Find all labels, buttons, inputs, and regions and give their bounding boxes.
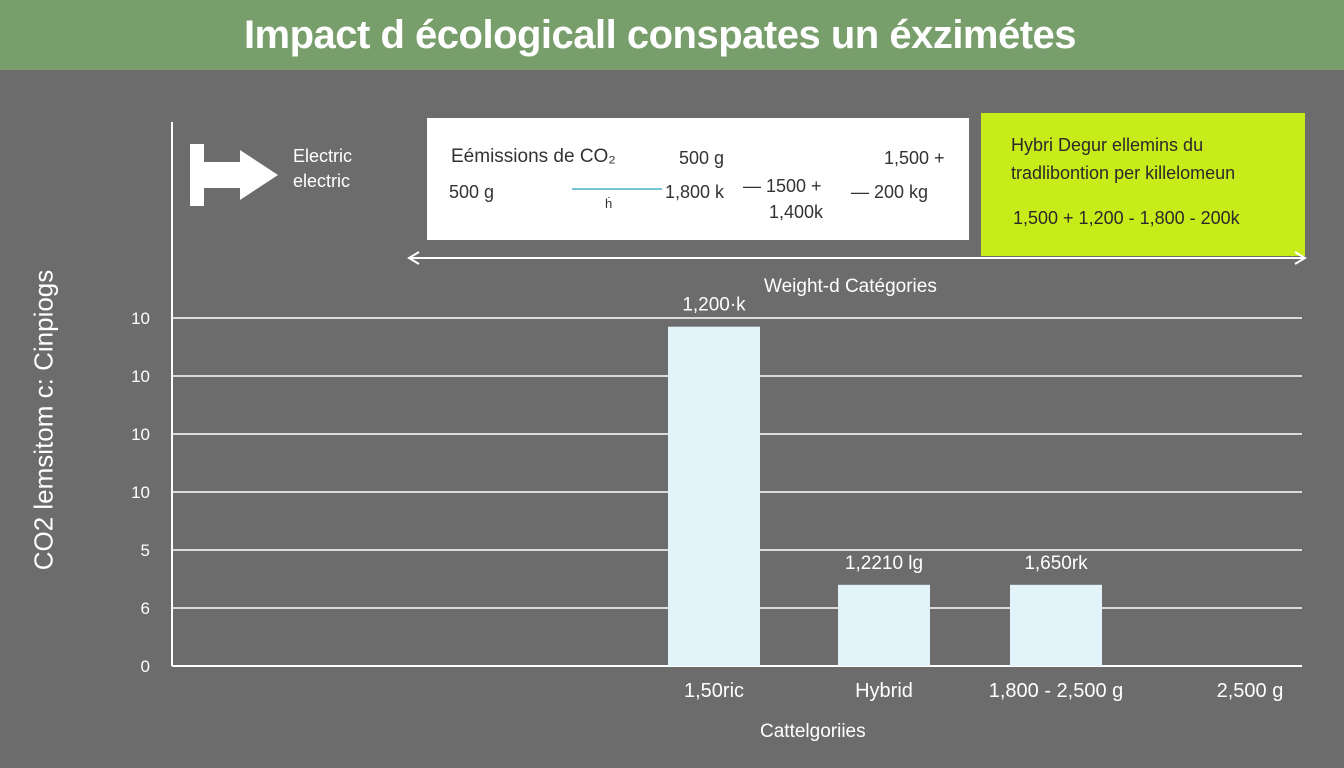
y-tick-label: 10	[131, 367, 150, 386]
x-category-label: 2,500 g	[1217, 680, 1284, 702]
chart-title: Impact d écologicall conspates un éxzimé…	[243, 12, 1077, 57]
y-tick-label: 5	[141, 541, 150, 560]
x-axis-label: Cattelgoriies	[760, 721, 866, 742]
bar	[1010, 584, 1102, 666]
info-heading: Eémissions de CO₂	[451, 146, 616, 167]
y-tick-label: 0	[141, 657, 150, 676]
bar	[668, 326, 760, 666]
info-value: 500 g	[679, 148, 725, 168]
x-category-label: 1,800 - 2,500 g	[989, 680, 1124, 702]
legend-label-2: electric	[293, 171, 351, 191]
info-value: 1,800 k	[665, 182, 725, 202]
title-bar: Impact d écologicall conspates un éxzimé…	[0, 0, 1344, 70]
info-value: — 1500 +	[743, 176, 822, 196]
y-tick-label: 6	[141, 599, 150, 618]
highlight-box: Hybri Degur ellemins du tradlibontion pe…	[981, 113, 1305, 256]
bar-data-label: 1,2210 lg	[845, 553, 923, 574]
info-value: — 200 kg	[851, 182, 929, 202]
bar-data-label: 1,200·k	[682, 295, 746, 316]
y-tick-label: 10	[131, 425, 150, 444]
info-value: 1,400k	[769, 202, 824, 222]
x-category-label: Hybrid	[855, 680, 913, 702]
connector-line	[572, 188, 662, 190]
bar	[838, 584, 930, 666]
legend-label-1: Electric	[293, 146, 353, 166]
y-tick-label: 10	[131, 309, 150, 328]
highlight-line: 1,500 + 1,200 - 1,800 - 200k	[1013, 208, 1240, 228]
info-value: 1,500 +	[884, 148, 945, 168]
highlight-line: tradlibontion per killelomeun	[1011, 163, 1236, 183]
x-category-label: 1,50ric	[684, 680, 744, 702]
highlight-line: Hybri Degur ellemins du	[1011, 135, 1204, 155]
range-label: Weight-d Catégories	[764, 276, 937, 297]
arrow-right-icon	[190, 144, 278, 206]
info-value: 500 g	[449, 182, 495, 202]
info-box: Eémissions de CO₂ 500 g 1,500 + 500 g ḣ …	[427, 118, 969, 240]
info-mark: ḣ	[605, 196, 613, 211]
range-arrow	[407, 251, 1307, 265]
y-tick-label: 10	[131, 483, 150, 502]
bar-data-label: 1,650rk	[1024, 553, 1088, 574]
